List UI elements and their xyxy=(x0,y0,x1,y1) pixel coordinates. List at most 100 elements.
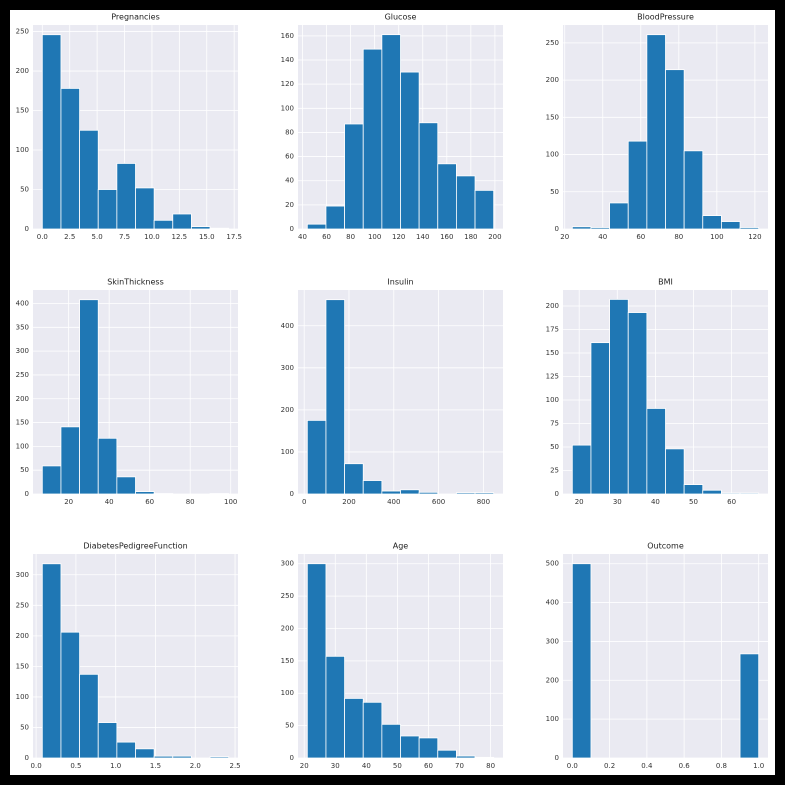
chart-title: Glucose xyxy=(385,13,417,22)
x-tick-label: 40 xyxy=(298,233,307,241)
histogram-bar xyxy=(362,480,383,495)
x-tick-label: 80 xyxy=(346,233,355,241)
y-tick-label: 140 xyxy=(281,56,294,64)
y-tick-label: 400 xyxy=(281,322,294,330)
histogram-bar xyxy=(739,653,760,759)
histogram-bar xyxy=(381,34,401,230)
histogram-bar xyxy=(571,444,592,495)
histogram-bar xyxy=(344,123,364,230)
y-tick-label: 0 xyxy=(290,490,294,498)
histogram-bar xyxy=(79,129,99,230)
x-tick-label: 2.5 xyxy=(229,762,240,770)
histogram-bar xyxy=(418,122,439,230)
histogram-bar xyxy=(362,48,383,230)
histogram-bar xyxy=(362,701,383,759)
y-tick-label: 150 xyxy=(16,107,29,115)
chart-title: BMI xyxy=(658,278,673,287)
x-tick-label: 0.8 xyxy=(716,762,727,770)
x-tick-label: 1.0 xyxy=(110,762,121,770)
histogram-bar xyxy=(418,491,439,495)
y-tick-label: 0 xyxy=(290,225,294,233)
x-tick-label: 200 xyxy=(488,233,501,241)
x-tick-label: 50 xyxy=(689,498,698,506)
y-tick-label: 250 xyxy=(546,39,559,47)
histogram-bar xyxy=(60,426,80,495)
histogram-bar xyxy=(79,299,99,495)
y-tick-label: 100 xyxy=(546,151,559,159)
x-tick-label: 40 xyxy=(598,233,607,241)
y-tick-label: 400 xyxy=(16,300,29,308)
x-tick-label: 40 xyxy=(651,498,660,506)
y-tick-label: 25 xyxy=(550,466,559,474)
x-tick-label: 2.0 xyxy=(190,762,201,770)
y-tick-label: 100 xyxy=(546,396,559,404)
y-tick-label: 0 xyxy=(555,225,559,233)
histogram-bar xyxy=(97,722,118,759)
y-tick-label: 200 xyxy=(281,406,294,414)
y-tick-label: 100 xyxy=(281,104,294,112)
histogram-bar xyxy=(325,655,345,759)
histogram-bar xyxy=(41,465,62,495)
x-tick-label: 100 xyxy=(368,233,381,241)
x-tick-label: 20 xyxy=(64,498,73,506)
y-tick-label: 250 xyxy=(16,28,29,36)
y-tick-label: 400 xyxy=(546,599,559,607)
x-tick-label: 60 xyxy=(145,498,154,506)
y-tick-label: 120 xyxy=(281,80,294,88)
histogram-bar xyxy=(153,219,174,230)
y-tick-label: 200 xyxy=(16,67,29,75)
histogram-bar xyxy=(646,34,666,230)
histogram-bar xyxy=(135,187,155,230)
histogram-bar xyxy=(97,189,118,230)
histogram-bar xyxy=(209,756,230,759)
y-tick-label: 150 xyxy=(16,419,29,427)
histogram-bar xyxy=(116,476,136,495)
histogram-bar xyxy=(702,215,722,230)
x-tick-label: 7.5 xyxy=(119,233,130,241)
y-tick-label: 125 xyxy=(546,372,559,380)
histogram-bar xyxy=(97,437,118,495)
y-tick-label: 250 xyxy=(281,592,294,600)
x-tick-label: 30 xyxy=(613,498,622,506)
histogram-bar xyxy=(456,755,476,759)
histogram-bar xyxy=(739,227,760,230)
histogram-bar xyxy=(306,563,327,759)
histogram-bar xyxy=(721,221,741,230)
histogram-bar xyxy=(344,463,364,495)
x-tick-label: 30 xyxy=(331,762,340,770)
x-tick-label: 100 xyxy=(224,498,237,506)
histogram-bar xyxy=(41,563,62,759)
histogram-bar xyxy=(400,489,420,495)
histogram-bar xyxy=(702,489,722,495)
histogram-bar xyxy=(739,492,760,495)
x-tick-label: 10.0 xyxy=(144,233,160,241)
y-tick-label: 0 xyxy=(290,754,294,762)
y-tick-label: 300 xyxy=(281,364,294,372)
y-tick-label: 500 xyxy=(546,560,559,568)
y-tick-label: 300 xyxy=(281,560,294,568)
histogram-bar xyxy=(627,140,648,230)
histogram-bar xyxy=(474,756,495,759)
histogram-bar xyxy=(721,492,741,495)
x-tick-label: 80 xyxy=(486,762,495,770)
x-tick-label: 80 xyxy=(674,233,683,241)
y-tick-label: 50 xyxy=(20,723,29,731)
x-tick-label: 0.5 xyxy=(70,762,81,770)
histogram-bar xyxy=(344,698,364,759)
histogram-bar xyxy=(571,563,592,759)
x-tick-label: 800 xyxy=(477,498,490,506)
y-tick-label: 150 xyxy=(546,113,559,121)
histogram-bar xyxy=(60,88,80,230)
histogram-bar xyxy=(135,491,155,495)
x-tick-label: 80 xyxy=(186,498,195,506)
histogram-bar xyxy=(381,723,401,759)
x-tick-label: 60 xyxy=(636,233,645,241)
x-tick-label: 70 xyxy=(455,762,464,770)
histogram-bar xyxy=(609,202,629,230)
histogram-bar xyxy=(665,448,685,495)
y-tick-label: 80 xyxy=(285,128,294,136)
chart-title: SkinThickness xyxy=(107,278,164,287)
y-tick-label: 100 xyxy=(546,715,559,723)
histogram-bar xyxy=(135,748,155,759)
